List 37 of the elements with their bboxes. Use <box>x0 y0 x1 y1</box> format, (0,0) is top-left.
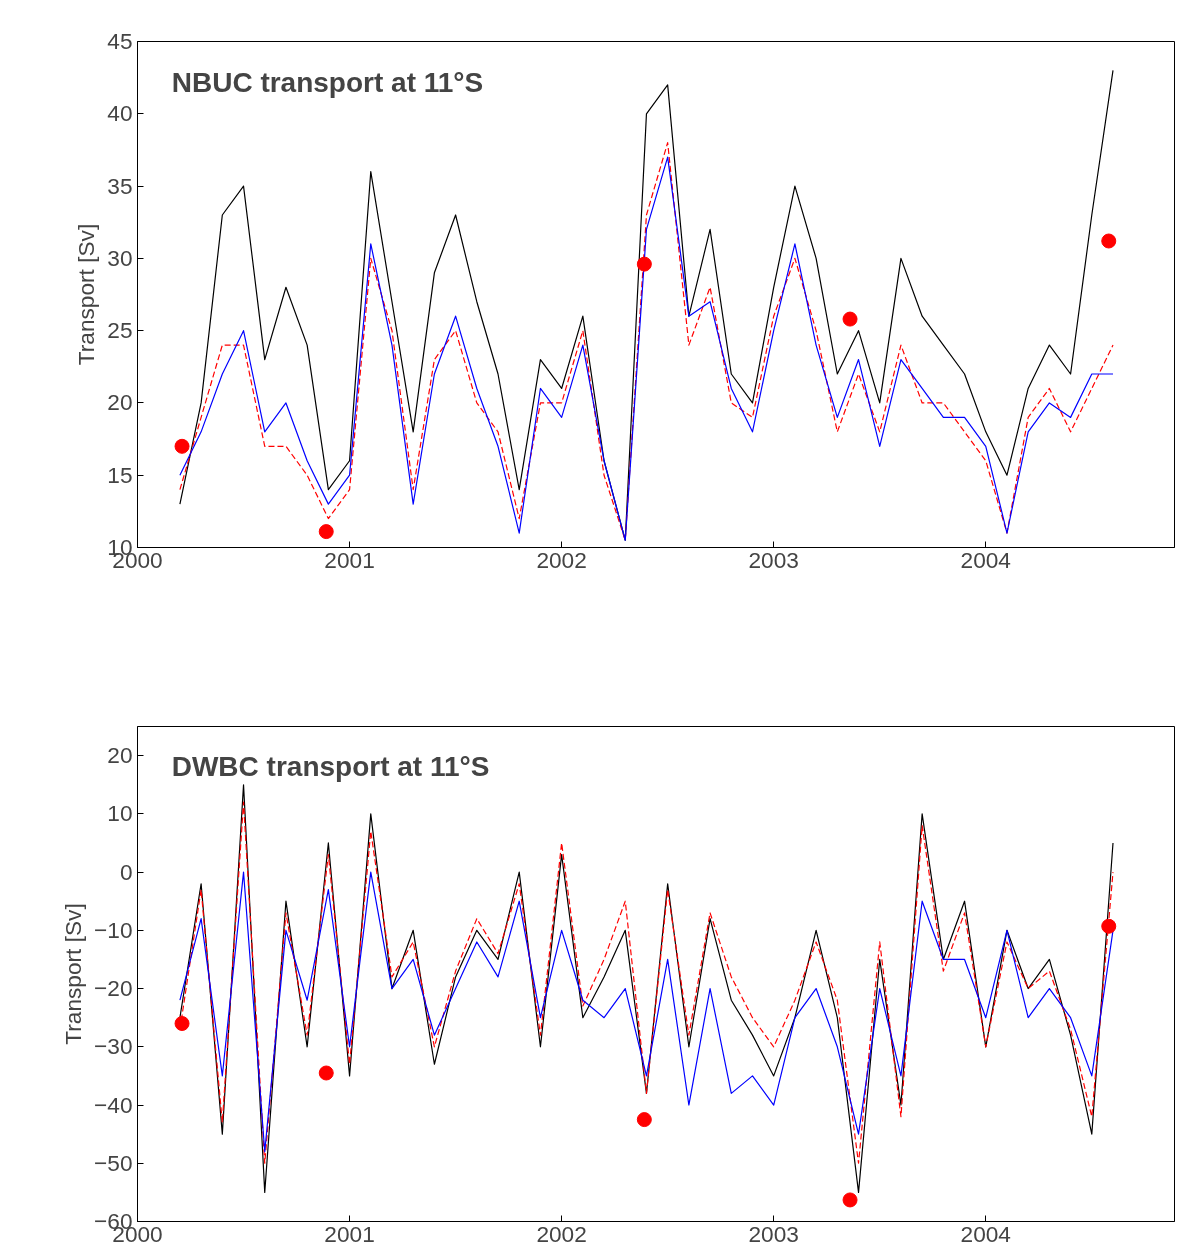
y-tick-label: 15 <box>107 461 133 488</box>
y-tick-label: 0 <box>119 858 133 885</box>
y-tick-label: 10 <box>107 800 133 827</box>
text: NBUC transport at 11°S <box>171 66 484 98</box>
x-tick-label: 2002 <box>536 546 587 573</box>
y-tick-label: 30 <box>107 244 133 271</box>
y-tick-label: −50 <box>94 1149 133 1176</box>
x-tick-label: 2003 <box>748 546 799 573</box>
y-tick-label: 25 <box>107 317 133 344</box>
point <box>636 256 652 272</box>
point <box>174 1016 190 1031</box>
text: DWBC transport at 11°S <box>171 751 490 783</box>
y-axis-title: Transport [Sv] <box>60 903 87 1045</box>
x-tick-label: 2004 <box>960 546 1011 573</box>
y-tick-label: 20 <box>107 742 133 769</box>
point <box>842 311 858 327</box>
point <box>1101 918 1117 934</box>
point <box>174 438 190 454</box>
x-tick-label: 2004 <box>960 1220 1011 1247</box>
y-tick-label: −20 <box>94 975 133 1002</box>
y-tick-label: 35 <box>107 172 133 199</box>
y-tick-label: 20 <box>107 389 133 416</box>
y-tick-label: −40 <box>94 1091 133 1118</box>
x-tick-label: 2002 <box>536 1220 587 1247</box>
point <box>318 524 334 540</box>
y-axis-title: Transport [Sv] <box>73 223 100 366</box>
point <box>1101 233 1117 249</box>
point <box>842 1192 858 1208</box>
x-tick-label: 2001 <box>324 546 375 573</box>
y-tick-label: −10 <box>94 916 133 943</box>
x-tick-label: 2001 <box>324 1220 375 1247</box>
point <box>636 1112 652 1128</box>
y-tick-label: 45 <box>107 28 133 54</box>
y-tick-label: −30 <box>94 1033 133 1060</box>
x-tick-label: 2003 <box>748 1220 799 1247</box>
y-tick-label: 40 <box>107 100 133 127</box>
point <box>318 1065 334 1081</box>
